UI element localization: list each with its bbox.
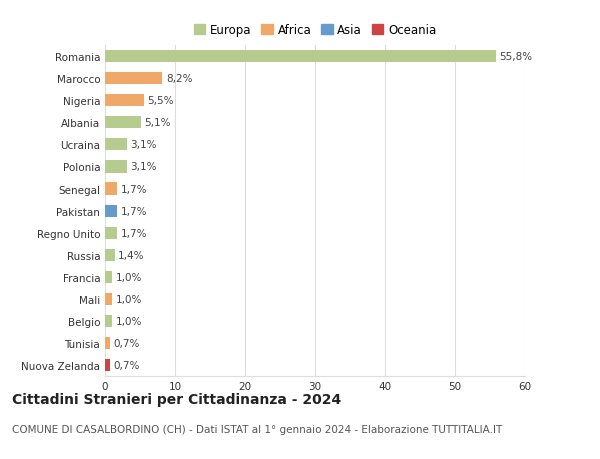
Text: COMUNE DI CASALBORDINO (CH) - Dati ISTAT al 1° gennaio 2024 - Elaborazione TUTTI: COMUNE DI CASALBORDINO (CH) - Dati ISTAT… (12, 424, 502, 434)
Text: 3,1%: 3,1% (130, 140, 157, 150)
Text: 1,7%: 1,7% (121, 228, 147, 238)
Bar (105, 205, 117, 217)
Bar (105, 315, 112, 327)
Text: Cittadini Stranieri per Cittadinanza - 2024: Cittadini Stranieri per Cittadinanza - 2… (12, 392, 341, 406)
Bar (105, 95, 143, 107)
Bar (105, 183, 117, 195)
Text: 3,1%: 3,1% (130, 162, 157, 172)
Bar (105, 293, 112, 305)
Bar (105, 51, 496, 63)
Text: 1,7%: 1,7% (121, 184, 147, 194)
Bar (105, 227, 117, 239)
Text: 8,2%: 8,2% (166, 74, 193, 84)
Bar (105, 117, 140, 129)
Text: 0,7%: 0,7% (113, 338, 140, 348)
Text: 1,0%: 1,0% (115, 316, 142, 326)
Text: 5,1%: 5,1% (144, 118, 170, 128)
Text: 0,7%: 0,7% (113, 360, 140, 370)
Text: 55,8%: 55,8% (499, 52, 532, 62)
Text: 1,7%: 1,7% (121, 206, 147, 216)
Text: 1,0%: 1,0% (115, 294, 142, 304)
Bar (105, 337, 110, 349)
Bar (105, 249, 115, 261)
Bar (105, 359, 110, 371)
Bar (105, 161, 127, 173)
Legend: Europa, Africa, Asia, Oceania: Europa, Africa, Asia, Oceania (194, 24, 436, 37)
Text: 5,5%: 5,5% (147, 96, 173, 106)
Bar (105, 139, 127, 151)
Bar (105, 73, 163, 85)
Text: 1,4%: 1,4% (118, 250, 145, 260)
Bar (105, 271, 112, 283)
Text: 1,0%: 1,0% (115, 272, 142, 282)
